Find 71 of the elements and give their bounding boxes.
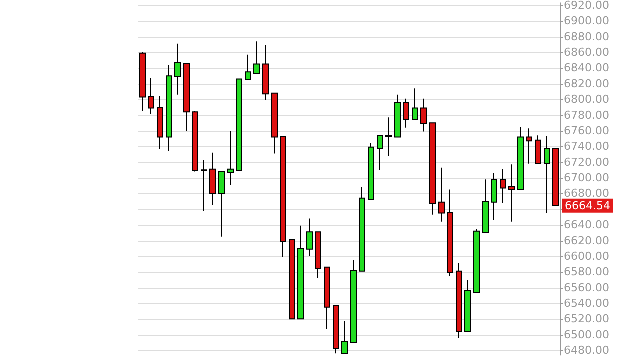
y-tick-label: 6740.00 bbox=[564, 140, 610, 154]
candlestick bbox=[482, 179, 489, 234]
candlestick bbox=[297, 225, 304, 320]
candlestick bbox=[315, 232, 321, 279]
candlestick bbox=[333, 305, 339, 354]
candlestick bbox=[517, 126, 524, 190]
candlestick bbox=[456, 262, 462, 338]
y-tick-label: 6800.00 bbox=[564, 93, 610, 106]
candlestick bbox=[236, 78, 242, 172]
candlestick bbox=[438, 167, 445, 222]
y-tick-label: 6760.00 bbox=[564, 124, 610, 138]
candlestick bbox=[174, 43, 181, 96]
candlestick bbox=[385, 117, 392, 157]
candlestick bbox=[166, 64, 172, 152]
candlestick bbox=[552, 148, 559, 206]
y-tick-label: 6700.00 bbox=[564, 172, 610, 185]
y-tick-label: 6820.00 bbox=[564, 77, 610, 90]
y-tick-label: 6880.00 bbox=[564, 30, 610, 44]
candlestick bbox=[420, 98, 427, 132]
candlestick bbox=[201, 159, 207, 212]
candlestick bbox=[447, 189, 453, 277]
y-tick-label: 6500.00 bbox=[564, 328, 610, 342]
y-tick-label: 6840.00 bbox=[564, 62, 610, 75]
y-tick-label: 6640.00 bbox=[564, 218, 610, 232]
candlestick bbox=[262, 44, 269, 101]
candlestick bbox=[245, 54, 251, 80]
candlestick bbox=[403, 98, 409, 128]
candlestick bbox=[535, 135, 541, 164]
candlestick bbox=[271, 92, 278, 154]
candlestick bbox=[491, 172, 497, 221]
y-tick-label: 6560.00 bbox=[564, 281, 610, 294]
candlestick bbox=[148, 78, 154, 115]
candlestick bbox=[412, 88, 418, 120]
candlestick bbox=[394, 94, 401, 138]
candlestick bbox=[306, 218, 313, 257]
y-tick-label: 6720.00 bbox=[564, 156, 610, 169]
candlestick bbox=[209, 152, 216, 206]
y-tick-label: 6860.00 bbox=[564, 46, 610, 60]
y-tick-label: 6780.00 bbox=[564, 108, 610, 122]
candlestick bbox=[324, 266, 330, 330]
candlestick bbox=[227, 130, 234, 186]
candlestick bbox=[218, 171, 225, 238]
y-tick-label: 6480.00 bbox=[564, 344, 610, 356]
candlestick bbox=[377, 135, 383, 171]
y-tick-label: 6680.00 bbox=[564, 187, 610, 200]
candlestick bbox=[544, 136, 550, 214]
candlestick bbox=[341, 321, 348, 355]
y-tick-label: 6520.00 bbox=[564, 312, 610, 326]
y-tick-label: 6540.00 bbox=[564, 296, 610, 310]
text: 6664.54 bbox=[565, 199, 610, 212]
candlestick bbox=[183, 63, 190, 132]
candlestick bbox=[359, 186, 365, 272]
candlestick bbox=[289, 239, 295, 320]
candlestick bbox=[429, 122, 436, 216]
candlestick bbox=[508, 164, 515, 222]
candlestick bbox=[280, 136, 286, 258]
y-tick-label: 6620.00 bbox=[564, 234, 610, 248]
candlestick bbox=[526, 128, 532, 164]
y-tick-label: 6600.00 bbox=[564, 250, 610, 263]
y-tick-label: 6920.00 bbox=[564, 0, 610, 12]
candlestick bbox=[139, 52, 146, 112]
candlestick bbox=[464, 279, 471, 332]
candlestick bbox=[157, 96, 163, 150]
candlestick bbox=[192, 110, 198, 172]
candlestick bbox=[253, 41, 260, 74]
candlestick bbox=[368, 143, 374, 200]
candlestick bbox=[350, 260, 357, 344]
candlestick bbox=[473, 228, 480, 294]
y-tick-label: 6900.00 bbox=[564, 14, 610, 28]
y-tick-label: 6580.00 bbox=[564, 266, 610, 279]
candlestick bbox=[500, 168, 506, 204]
